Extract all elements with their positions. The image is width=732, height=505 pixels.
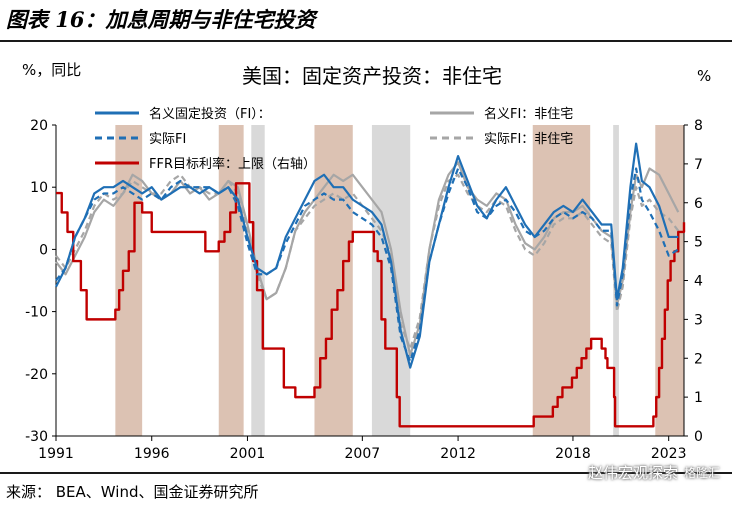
watermark-sub: 格隆汇: [683, 466, 720, 480]
x-tick-label: 1991: [38, 446, 74, 462]
y-right-tick-label: 1: [694, 390, 703, 406]
series-lines: [55, 142, 686, 428]
watermark-main: 赵伟宏观探索: [587, 464, 678, 482]
y-left-tick-label: -10: [25, 305, 48, 321]
x-tick-label: 2018: [555, 446, 591, 462]
y-right-tick-label: 4: [694, 274, 703, 290]
legend-label-2: 实际FI: [149, 132, 186, 147]
y-right-tick-label: 0: [694, 429, 703, 445]
y-axis-left-label: %，同比: [22, 61, 81, 79]
x-tick-label: 2001: [230, 446, 266, 462]
x-tick-label: 2023: [651, 446, 687, 462]
x-tick-label: 2012: [440, 446, 476, 462]
legend-label-4: FFR目标利率：上限（右轴）: [149, 156, 316, 172]
y-left-tick-label: -20: [25, 367, 48, 383]
chart-labels: %，同比 % 美国：固定资产投资：非住宅: [22, 61, 711, 88]
y-left-tick-label: 0: [39, 242, 48, 258]
legend-label-0: 名义固定投资（FI）：: [149, 106, 271, 122]
x-tick-label: 1996: [134, 446, 170, 462]
source-text: 来源： BEA、Wind、国金证券研究所: [6, 483, 259, 501]
legend-label-1: 名义FI：非住宅: [484, 106, 573, 122]
shaded-band-4: [371, 125, 411, 436]
title-rule: [0, 40, 732, 42]
y-right-tick-label: 3: [694, 312, 703, 328]
y-left-tick-label: -30: [25, 429, 48, 445]
y-right-tick-label: 7: [694, 157, 703, 173]
y-left-tick-label: 20: [30, 118, 48, 134]
y-left-tick-label: 10: [30, 180, 48, 196]
chart-title: 美国：固定资产投资：非住宅: [242, 64, 502, 88]
y-axis-right-label: %: [697, 67, 711, 85]
series-line-4: [56, 182, 686, 428]
y-right-tick-label: 6: [694, 196, 703, 212]
page-title: 图表 16：加息周期与非住宅投资: [6, 7, 316, 32]
y-right-tick-label: 8: [694, 118, 703, 134]
legend-label-3: 实际FI：非住宅: [484, 132, 573, 147]
y-right-tick-label: 5: [694, 235, 703, 251]
series-line-0: [55, 142, 679, 369]
shaded-band-5: [532, 125, 591, 436]
shaded-band-0: [115, 125, 143, 436]
series-line-3: [55, 173, 680, 351]
watermark: 赵伟宏观探索 格隆汇: [588, 462, 720, 483]
x-tick-label: 2007: [345, 446, 381, 462]
y-right-tick-label: 2: [694, 351, 703, 367]
source-rule: [0, 472, 732, 474]
shaded-band-1: [218, 125, 244, 436]
shaded-band-3: [314, 125, 353, 436]
